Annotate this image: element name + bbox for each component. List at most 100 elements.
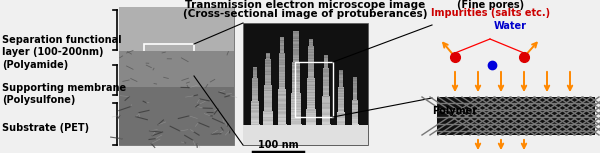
Bar bbox=[308, 62, 314, 63]
Bar bbox=[265, 62, 271, 63]
Bar bbox=[307, 82, 314, 83]
Bar bbox=[251, 115, 259, 116]
Bar bbox=[323, 62, 328, 63]
Bar bbox=[338, 92, 344, 93]
Bar bbox=[308, 47, 314, 48]
Bar bbox=[293, 34, 299, 35]
Bar bbox=[338, 84, 343, 85]
Bar bbox=[292, 79, 300, 80]
Bar bbox=[251, 107, 259, 108]
Bar bbox=[322, 101, 329, 102]
Bar bbox=[278, 90, 286, 91]
Bar bbox=[324, 55, 328, 56]
Bar bbox=[265, 88, 272, 89]
Bar bbox=[265, 85, 272, 86]
Bar bbox=[352, 116, 358, 117]
Bar bbox=[266, 58, 271, 59]
Bar bbox=[293, 44, 299, 45]
Bar bbox=[293, 48, 299, 49]
Bar bbox=[323, 84, 329, 85]
Bar bbox=[252, 91, 258, 92]
Bar bbox=[306, 119, 316, 120]
Bar bbox=[307, 112, 316, 113]
Bar bbox=[279, 78, 285, 79]
Bar bbox=[252, 82, 258, 83]
Bar bbox=[251, 118, 259, 119]
Bar bbox=[265, 60, 271, 61]
Bar bbox=[353, 78, 356, 79]
Bar bbox=[307, 78, 314, 79]
Bar bbox=[292, 99, 301, 100]
Bar bbox=[308, 51, 314, 52]
Bar bbox=[338, 101, 344, 102]
Bar bbox=[280, 51, 284, 52]
Bar bbox=[278, 122, 286, 123]
Bar bbox=[339, 72, 343, 73]
Bar bbox=[308, 42, 313, 43]
Bar bbox=[337, 124, 345, 125]
Bar bbox=[293, 36, 299, 37]
Bar bbox=[339, 71, 343, 72]
Bar bbox=[306, 121, 316, 122]
Bar bbox=[291, 100, 301, 101]
Bar bbox=[307, 88, 315, 89]
Bar bbox=[251, 117, 259, 118]
Text: Substrate (PET): Substrate (PET) bbox=[2, 123, 89, 133]
Bar bbox=[352, 105, 358, 106]
Bar bbox=[280, 41, 284, 42]
Bar bbox=[338, 98, 344, 99]
Bar bbox=[264, 97, 272, 98]
Bar bbox=[322, 122, 331, 123]
Bar bbox=[119, 87, 234, 145]
Bar bbox=[293, 35, 299, 36]
Bar bbox=[353, 84, 357, 85]
Bar bbox=[338, 103, 344, 104]
Bar bbox=[251, 123, 259, 124]
Bar bbox=[308, 54, 314, 55]
Bar bbox=[253, 79, 257, 80]
Bar bbox=[338, 102, 344, 103]
Bar bbox=[292, 96, 301, 97]
Bar bbox=[338, 87, 344, 88]
Bar bbox=[293, 43, 299, 44]
Bar bbox=[279, 76, 285, 77]
Bar bbox=[291, 113, 301, 114]
Bar bbox=[306, 118, 316, 119]
Bar bbox=[265, 68, 271, 69]
Bar bbox=[265, 66, 271, 67]
Bar bbox=[278, 89, 286, 90]
Bar bbox=[251, 119, 259, 120]
Bar bbox=[280, 56, 284, 57]
Bar bbox=[252, 85, 258, 86]
Bar bbox=[265, 87, 272, 88]
Bar bbox=[264, 96, 272, 97]
Bar bbox=[323, 86, 329, 87]
Bar bbox=[308, 50, 314, 51]
Bar bbox=[253, 67, 257, 68]
Bar bbox=[263, 111, 272, 112]
Bar bbox=[308, 61, 314, 62]
Bar bbox=[339, 75, 343, 76]
Bar bbox=[278, 93, 286, 94]
Bar bbox=[322, 114, 330, 115]
Bar bbox=[352, 102, 358, 103]
Bar bbox=[293, 61, 299, 62]
Bar bbox=[307, 104, 316, 105]
Bar bbox=[263, 106, 272, 107]
Bar bbox=[352, 113, 358, 114]
Bar bbox=[251, 122, 259, 123]
Bar bbox=[291, 109, 301, 110]
Bar bbox=[338, 99, 344, 100]
Bar bbox=[251, 100, 259, 101]
Bar bbox=[338, 89, 344, 90]
Bar bbox=[322, 120, 331, 121]
Bar bbox=[292, 84, 300, 85]
Bar bbox=[307, 114, 316, 115]
Bar bbox=[278, 108, 286, 109]
Bar bbox=[252, 94, 258, 95]
Bar bbox=[338, 91, 344, 92]
Bar bbox=[292, 94, 301, 95]
Bar bbox=[278, 91, 286, 92]
Bar bbox=[323, 82, 329, 83]
Bar bbox=[323, 69, 329, 70]
